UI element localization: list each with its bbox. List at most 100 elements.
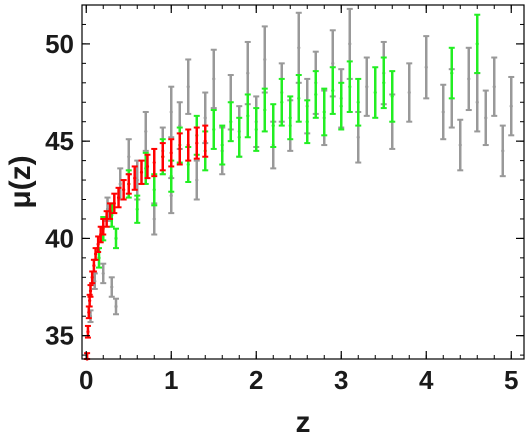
data-point bbox=[168, 85, 175, 139]
data-point bbox=[389, 70, 396, 123]
point-marker bbox=[263, 57, 267, 62]
data-point bbox=[491, 56, 498, 117]
data-point bbox=[113, 227, 119, 250]
data-point bbox=[115, 186, 122, 209]
point-marker bbox=[288, 116, 292, 120]
point-marker bbox=[382, 81, 386, 85]
point-marker bbox=[88, 289, 93, 293]
data-point bbox=[465, 46, 472, 112]
data-point bbox=[372, 66, 379, 119]
data-point bbox=[440, 83, 447, 141]
point-marker bbox=[254, 127, 258, 132]
point-marker bbox=[237, 135, 241, 139]
data-point bbox=[107, 202, 114, 220]
point-marker bbox=[133, 176, 137, 180]
data-point bbox=[134, 194, 141, 224]
point-marker bbox=[169, 174, 173, 178]
point-marker bbox=[152, 160, 156, 165]
data-point bbox=[270, 103, 277, 148]
data-point bbox=[321, 87, 328, 137]
data-point bbox=[210, 48, 217, 110]
point-marker bbox=[105, 207, 110, 211]
data-point bbox=[380, 56, 387, 110]
point-marker bbox=[263, 108, 267, 112]
point-marker bbox=[424, 65, 428, 69]
data-point bbox=[151, 173, 158, 207]
point-marker bbox=[178, 147, 182, 151]
points-layer bbox=[84, 7, 515, 361]
point-marker bbox=[110, 285, 114, 289]
point-marker bbox=[135, 178, 139, 182]
x-tick-label: 2 bbox=[249, 365, 263, 395]
x-tick-label: 0 bbox=[79, 365, 93, 395]
data-point bbox=[142, 110, 149, 152]
data-point bbox=[499, 124, 506, 178]
point-marker bbox=[186, 143, 190, 147]
data-point bbox=[312, 70, 319, 119]
point-marker bbox=[365, 85, 369, 89]
x-tick-label: 3 bbox=[334, 365, 348, 395]
point-marker bbox=[195, 141, 199, 145]
point-marker bbox=[152, 188, 156, 192]
point-marker bbox=[94, 252, 98, 256]
data-point bbox=[261, 87, 268, 133]
point-marker bbox=[114, 304, 118, 309]
point-marker bbox=[161, 155, 165, 159]
y-tick-label: 40 bbox=[45, 223, 74, 253]
data-point bbox=[210, 109, 217, 150]
point-marker bbox=[203, 139, 207, 143]
data-point bbox=[193, 126, 200, 160]
y-tick-label: 45 bbox=[45, 126, 74, 156]
point-marker bbox=[112, 201, 116, 205]
point-marker bbox=[322, 110, 326, 114]
data-point bbox=[329, 66, 336, 115]
point-marker bbox=[101, 271, 105, 276]
point-marker bbox=[509, 104, 513, 108]
data-point bbox=[278, 77, 285, 127]
point-marker bbox=[90, 275, 94, 279]
data-point bbox=[159, 142, 166, 172]
data-point bbox=[295, 74, 302, 123]
point-marker bbox=[297, 46, 301, 50]
data-point bbox=[108, 276, 115, 298]
data-point bbox=[244, 93, 251, 139]
data-point bbox=[131, 165, 138, 191]
data-point bbox=[111, 192, 118, 215]
data-point bbox=[287, 95, 294, 141]
y-axis-title: μ(z) bbox=[4, 155, 37, 208]
data-point bbox=[202, 124, 209, 158]
point-marker bbox=[314, 92, 318, 97]
point-marker bbox=[271, 123, 275, 128]
data-point bbox=[87, 284, 94, 298]
data-point bbox=[176, 132, 183, 166]
point-marker bbox=[127, 182, 131, 186]
point-marker bbox=[114, 236, 118, 241]
data-point bbox=[457, 118, 464, 172]
point-marker bbox=[169, 194, 173, 198]
data-point bbox=[482, 89, 489, 147]
data-point bbox=[113, 297, 119, 316]
point-marker bbox=[441, 110, 445, 114]
data-point bbox=[185, 128, 192, 162]
point-marker bbox=[356, 100, 360, 104]
data-point bbox=[346, 60, 353, 113]
point-marker bbox=[407, 90, 411, 95]
y-tick-label: 35 bbox=[45, 321, 74, 351]
data-point bbox=[474, 13, 481, 75]
point-marker bbox=[87, 310, 91, 314]
point-marker bbox=[145, 164, 150, 169]
data-point bbox=[185, 58, 192, 115]
point-marker bbox=[492, 85, 496, 89]
point-marker bbox=[229, 120, 233, 124]
data-point bbox=[138, 159, 145, 185]
point-marker bbox=[458, 143, 462, 147]
point-marker bbox=[280, 100, 284, 104]
point-marker bbox=[475, 42, 479, 46]
point-marker bbox=[220, 143, 224, 147]
point-marker bbox=[390, 94, 394, 99]
data-point bbox=[219, 124, 226, 166]
data-point bbox=[338, 81, 345, 131]
point-marker bbox=[339, 104, 343, 108]
point-marker bbox=[93, 279, 97, 283]
